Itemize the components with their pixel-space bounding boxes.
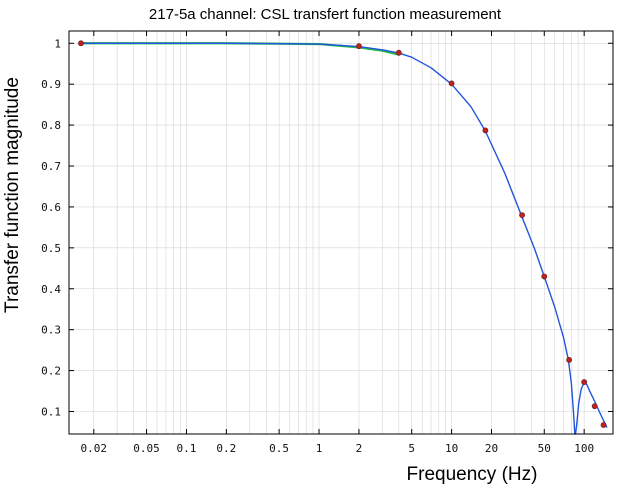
x-tick-label: 50 <box>538 442 551 455</box>
tick-marks <box>69 31 613 434</box>
x-tick-label: 1 <box>316 442 323 455</box>
x-tick-label: 0.1 <box>177 442 197 455</box>
data-point <box>356 43 362 50</box>
x-tick-label: 10 <box>445 442 458 455</box>
plot-frame <box>68 30 614 435</box>
y-tick-label: 0.3 <box>41 324 61 337</box>
y-tick-label: 0.6 <box>41 201 61 214</box>
data-point <box>482 127 489 134</box>
x-tick-label: 20 <box>485 442 498 455</box>
y-tick-label: 0.7 <box>41 160 61 173</box>
data-point <box>78 40 84 47</box>
series-layer <box>78 40 608 435</box>
data-point <box>591 403 598 410</box>
data-point <box>566 357 573 363</box>
y-tick-labels: 0.1 0.2 0.3 0.4 0.5 0.6 0.7 0.8 0.9 1 <box>41 37 61 418</box>
x-tick-label: 2 <box>356 442 363 455</box>
x-tick-label: 0.05 <box>133 442 160 455</box>
y-axis-label: Transfer function magnitude <box>2 77 23 313</box>
data-point <box>541 273 548 280</box>
x-tick-label: 0.02 <box>81 442 108 455</box>
chart-title: 217-5a channel: CSL transfert function m… <box>149 6 502 23</box>
grid <box>69 31 613 434</box>
x-tick-label: 100 <box>574 442 594 455</box>
y-tick-label: 0.1 <box>41 405 61 418</box>
data-point <box>395 49 402 56</box>
data-point <box>448 80 455 87</box>
x-tick-label: 0.2 <box>216 442 236 455</box>
data-point <box>581 379 588 385</box>
y-tick-label: 0.9 <box>41 78 61 91</box>
y-tick-label: 0.2 <box>41 365 61 378</box>
plot-area <box>69 31 613 434</box>
x-tick-labels: 0.02 0.05 0.1 0.2 0.5 1 2 5 10 20 50 100 <box>81 442 595 455</box>
y-tick-label: 0.8 <box>41 119 61 132</box>
data-point <box>519 212 525 219</box>
y-tick-label: 0.5 <box>41 242 61 255</box>
y-tick-label: 0.4 <box>41 283 61 296</box>
y-tick-label: 1 <box>54 37 61 50</box>
x-axis-label: Frequency (Hz) <box>407 464 538 485</box>
x-tick-label: 0.5 <box>269 442 289 455</box>
x-tick-label: 5 <box>408 442 415 455</box>
data-point <box>600 422 607 428</box>
